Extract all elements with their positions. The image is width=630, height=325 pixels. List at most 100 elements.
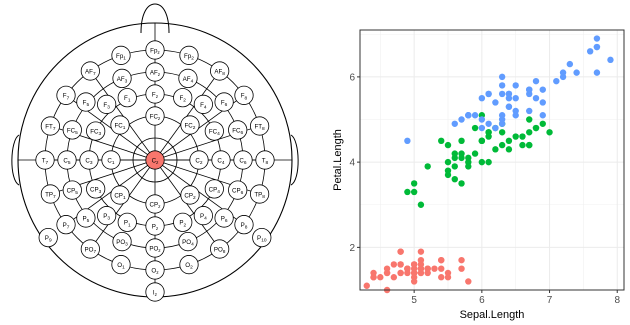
data-point-series-1 bbox=[417, 265, 425, 272]
data-point-series-2 bbox=[438, 137, 445, 145]
electrode-label: P7 bbox=[63, 222, 70, 231]
electrode-marker bbox=[40, 184, 60, 204]
data-point-series-2 bbox=[519, 133, 526, 140]
electrode-label: TP7 bbox=[45, 191, 56, 200]
electrode-marker bbox=[40, 116, 60, 136]
x-tick-label: 6 bbox=[479, 295, 485, 306]
data-point-series-1 bbox=[377, 274, 384, 281]
electrode-marker bbox=[145, 260, 165, 280]
electrode-cpz: CPz bbox=[145, 194, 165, 214]
electrode-p6: P6 bbox=[214, 208, 234, 228]
electrode-marker bbox=[178, 68, 198, 89]
data-point-series-2 bbox=[451, 163, 458, 170]
electrode-label: Fp1 bbox=[116, 53, 126, 62]
electrode-marker bbox=[189, 150, 209, 170]
electrode-label: Cz bbox=[152, 157, 159, 166]
electrode-label: F3 bbox=[103, 102, 110, 111]
electrode-marker bbox=[97, 94, 117, 114]
electrode-label: CP1 bbox=[114, 192, 126, 201]
electrode-fc5: FC5 bbox=[62, 120, 82, 140]
electrode-label: P8 bbox=[241, 222, 248, 231]
data-point-series-3 bbox=[586, 48, 594, 55]
electrode-label: T8 bbox=[262, 157, 269, 166]
electrode-f4: F4 bbox=[193, 94, 213, 114]
data-point-series-1 bbox=[438, 265, 445, 272]
electrode-marker bbox=[211, 150, 231, 170]
data-point-series-2 bbox=[424, 163, 431, 170]
electrode-label: FT7 bbox=[45, 123, 56, 132]
electrode-marker bbox=[234, 85, 254, 105]
electrode-p9: P9 bbox=[38, 227, 58, 248]
data-point-series-2 bbox=[485, 129, 492, 136]
electrode-marker bbox=[173, 88, 193, 108]
data-point-series-3 bbox=[566, 60, 574, 68]
electrode-marker bbox=[80, 239, 100, 259]
electrode-label: C3 bbox=[85, 157, 92, 166]
electrode-f3: F3 bbox=[97, 94, 117, 114]
data-point-series-3 bbox=[478, 94, 486, 102]
plot-panel bbox=[360, 30, 624, 290]
data-point-series-1 bbox=[383, 269, 391, 277]
electrode-af3: AF3 bbox=[112, 68, 132, 89]
data-point-series-1 bbox=[397, 261, 404, 268]
electrode-label: F7 bbox=[63, 93, 70, 102]
data-point-series-1 bbox=[390, 274, 398, 281]
electrode-label: T7 bbox=[42, 157, 49, 166]
electrode-marker bbox=[110, 115, 130, 135]
electrode-marker bbox=[117, 212, 137, 232]
eeg-topographic-map: Fp1 Fpz Fp2 AF7 AF3 AFz AF4 AF8 F7 F5 F3 F1 Fz F2 F4 F6… bbox=[11, 3, 299, 302]
electrode-cp4: CP4 bbox=[204, 179, 224, 199]
electrode-marker bbox=[111, 255, 131, 275]
data-point-series-2 bbox=[532, 124, 540, 132]
data-point-series-3 bbox=[498, 73, 506, 81]
data-point-series-3 bbox=[492, 99, 499, 106]
data-point-series-1 bbox=[363, 282, 370, 289]
electrode-label: PO4 bbox=[182, 239, 194, 248]
electrode-marker bbox=[145, 216, 165, 236]
data-point-series-1 bbox=[438, 256, 445, 264]
electrode-marker bbox=[145, 194, 165, 214]
electrode-marker bbox=[250, 184, 270, 204]
electrode-p1: P1 bbox=[117, 212, 137, 232]
electrode-label: C6 bbox=[239, 157, 246, 166]
electrode-label: CP6 bbox=[232, 187, 244, 196]
data-point-series-3 bbox=[498, 90, 506, 98]
electrode-cp3: CP3 bbox=[86, 179, 106, 199]
electrode-label: O2 bbox=[185, 262, 193, 271]
electrode-label: Fp2 bbox=[184, 53, 194, 62]
electrode-po3: PO3 bbox=[112, 231, 132, 252]
data-point-series-2 bbox=[471, 150, 479, 157]
electrode-marker bbox=[210, 239, 230, 259]
data-point-series-3 bbox=[512, 112, 519, 119]
electrode-p10: P10 bbox=[252, 227, 272, 248]
data-point-series-3 bbox=[404, 137, 411, 145]
electrode-label: F8 bbox=[241, 93, 248, 102]
electrode-marker bbox=[250, 116, 270, 136]
data-point-series-1 bbox=[438, 274, 445, 281]
electrode-fc6: FC6 bbox=[228, 120, 248, 140]
electrode-label: Pz bbox=[152, 223, 159, 232]
electrode-f6: F6 bbox=[214, 92, 234, 112]
data-point-series-1 bbox=[410, 269, 418, 277]
data-point-series-2 bbox=[465, 154, 472, 162]
electrode-p7: P7 bbox=[56, 215, 76, 235]
data-point-series-2 bbox=[519, 141, 526, 149]
data-point-series-2 bbox=[526, 116, 533, 123]
electrode-f2: F2 bbox=[173, 88, 193, 108]
electrode-cp1: CP1 bbox=[110, 185, 130, 205]
electrode-marker bbox=[145, 62, 165, 82]
data-point-series-1 bbox=[458, 256, 465, 264]
electrode-label: CP4 bbox=[209, 186, 221, 195]
data-point-series-1 bbox=[431, 265, 438, 272]
electrode-fc3: FC3 bbox=[86, 121, 106, 141]
electrode-marker bbox=[86, 121, 106, 141]
data-point-series-3 bbox=[573, 69, 580, 76]
data-point-series-3 bbox=[559, 69, 567, 76]
electrode-label: CP5 bbox=[67, 187, 79, 196]
electrode-marker bbox=[62, 180, 82, 200]
electrode-o2: O2 bbox=[179, 255, 199, 275]
data-point-series-3 bbox=[465, 112, 472, 119]
electrode-label: C2 bbox=[195, 157, 202, 166]
data-point-series-2 bbox=[417, 201, 425, 208]
electrode-marker bbox=[228, 180, 248, 200]
